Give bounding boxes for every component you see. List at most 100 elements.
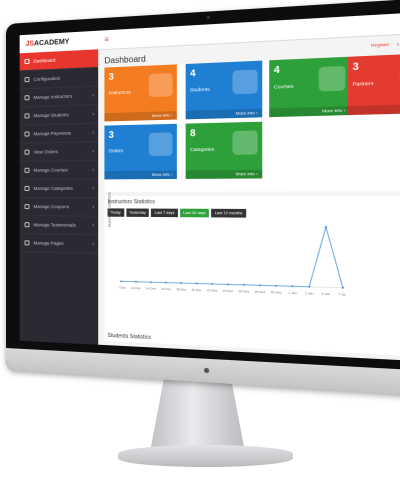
sidebar-item-label: Manage Courses bbox=[33, 167, 68, 173]
sidebar-item-label: Manage Students bbox=[33, 112, 69, 119]
sidebar-item-label: Manage Payments bbox=[33, 130, 72, 137]
y-axis-label: Number of Instructors bbox=[107, 192, 112, 228]
sidebar-item-label: Manage Instructors bbox=[33, 93, 73, 101]
more-info-link[interactable]: More info › bbox=[104, 170, 177, 180]
x-tick-label: 22 Dec bbox=[207, 288, 218, 293]
apple-logo-icon: ● bbox=[202, 363, 211, 378]
nav-icon bbox=[24, 149, 30, 155]
sidebar-item-5[interactable]: View Orders ‹ bbox=[19, 142, 99, 162]
data-point-4[interactable] bbox=[180, 282, 183, 285]
camera bbox=[206, 15, 210, 20]
card-icon bbox=[318, 65, 346, 92]
sidebar-item-6[interactable]: Manage Courses ‹ bbox=[19, 160, 99, 180]
nav-icon bbox=[24, 77, 30, 83]
chevron-left-icon: ‹ bbox=[92, 110, 95, 118]
nav-icon bbox=[24, 185, 30, 191]
line-chart: 10 Dec 12 Dec 14 Dec 16 Dec 18 Dec 20 Dec 22 D… bbox=[119, 221, 345, 297]
card-label: Categories bbox=[190, 146, 215, 153]
data-point-10[interactable] bbox=[275, 284, 278, 287]
data-point-7[interactable] bbox=[226, 283, 229, 286]
x-tick-label: 5 Jan bbox=[322, 292, 331, 297]
data-point-6[interactable] bbox=[211, 282, 214, 285]
data-point-13[interactable] bbox=[324, 226, 328, 229]
stat-card-5[interactable]: 8 Categories More info › bbox=[185, 121, 263, 179]
range-buttons: Today Yesterday Last 7 days Last 30 days Las… bbox=[107, 208, 400, 218]
more-info-link[interactable]: More info › bbox=[185, 169, 263, 179]
sidebar-item-label: Manage Categories bbox=[33, 185, 73, 191]
nav-icon bbox=[24, 167, 30, 173]
sidebar-item-2[interactable]: Manage Instructors ‹ bbox=[19, 86, 99, 108]
x-tick-label: 30 Dec bbox=[271, 290, 283, 295]
data-point-2[interactable] bbox=[149, 281, 152, 284]
sidebar-item-3[interactable]: Manage Students ‹ bbox=[19, 105, 99, 126]
nav-icon bbox=[24, 204, 30, 210]
stats-title: Instructors Statistics bbox=[107, 199, 155, 206]
range-button-2[interactable]: Last 7 days bbox=[151, 208, 178, 218]
nav-icon bbox=[24, 222, 30, 228]
sidebar-item-label: Dashboard bbox=[33, 57, 56, 64]
chevron-left-icon: ‹ bbox=[92, 240, 95, 248]
range-button-4[interactable]: Last 12 months bbox=[211, 208, 246, 218]
menu-icon[interactable]: ≡ bbox=[104, 35, 109, 44]
more-info-link[interactable]: More info › bbox=[185, 108, 263, 120]
more-info-link[interactable]: More info › bbox=[269, 106, 351, 118]
register-link[interactable]: Register bbox=[370, 41, 390, 48]
data-point-0[interactable] bbox=[120, 280, 123, 283]
stat-cards-panel: 3 Instructors More info › 4 Students More inf… bbox=[104, 52, 400, 192]
chevron-left-icon: ‹ bbox=[92, 92, 95, 99]
sidebar-item-8[interactable]: Manage Coupons ‹ bbox=[19, 198, 99, 217]
data-point-8[interactable] bbox=[242, 283, 245, 286]
stat-card-3[interactable]: 3 Partners More info › bbox=[347, 52, 400, 116]
range-button-3[interactable]: Last 30 days bbox=[179, 208, 210, 218]
sidebar-item-9[interactable]: Manage Testimonials ‹ bbox=[19, 216, 99, 236]
sidebar-item-label: Manage Coupons bbox=[33, 204, 70, 210]
stat-card-4[interactable]: 3 Orders More info › bbox=[104, 123, 177, 180]
card-count: 3 bbox=[352, 60, 359, 73]
x-tick-label: 1 Jan bbox=[288, 291, 297, 296]
x-tick-label: 24 Dec bbox=[223, 289, 234, 294]
chevron-left-icon: ‹ bbox=[92, 203, 95, 210]
x-tick-label: 28 Dec bbox=[254, 289, 266, 294]
sidebar-item-label: Manage Testimonials bbox=[33, 222, 76, 228]
card-icon bbox=[148, 73, 173, 98]
nav-icon bbox=[24, 58, 30, 65]
card-icon bbox=[232, 130, 258, 155]
chevron-left-icon: ‹ bbox=[92, 185, 95, 192]
monitor-stand-foot bbox=[118, 445, 293, 467]
data-point-12[interactable] bbox=[308, 285, 311, 288]
data-point-11[interactable] bbox=[291, 285, 294, 288]
more-info-link[interactable]: More info › bbox=[347, 103, 400, 116]
data-point-14[interactable] bbox=[341, 286, 344, 289]
stat-card-2[interactable]: 4 Courses More info › bbox=[269, 56, 351, 118]
sidebar-item-4[interactable]: Manage Payments ‹ bbox=[19, 123, 99, 144]
nav-icon bbox=[24, 131, 30, 137]
more-info-link[interactable]: More info › bbox=[104, 111, 177, 122]
stat-card-0[interactable]: 3 Instructors More info › bbox=[104, 64, 177, 122]
data-point-5[interactable] bbox=[195, 282, 198, 285]
sidebar-item-10[interactable]: Manage Pages ‹ bbox=[19, 234, 99, 254]
card-label: Students bbox=[190, 86, 210, 93]
sidebar: JS ACADEMY Dashboard Configuration Manage I… bbox=[19, 30, 99, 345]
x-tick-label: 3 Jan bbox=[305, 291, 314, 296]
sidebar-item-7[interactable]: Manage Categories ‹ bbox=[19, 179, 99, 199]
card-icon bbox=[232, 69, 258, 95]
sidebar-item-label: Manage Pages bbox=[33, 240, 64, 246]
card-label: Orders bbox=[108, 148, 124, 154]
nav-icon bbox=[24, 240, 30, 246]
x-tick-label: 16 Dec bbox=[161, 287, 172, 292]
data-point-9[interactable] bbox=[258, 284, 261, 287]
instructors-statistics: Instructors Statistics Today Yesterday Las… bbox=[104, 192, 400, 357]
data-point-1[interactable] bbox=[134, 280, 137, 283]
stat-card-1[interactable]: 4 Students More info › bbox=[185, 60, 263, 120]
screen: JS ACADEMY Dashboard Configuration Manage I… bbox=[19, 12, 400, 362]
monitor-bezel: JS ACADEMY Dashboard Configuration Manage I… bbox=[6, 0, 400, 397]
x-tick-label: 14 Dec bbox=[146, 286, 157, 291]
card-count: 3 bbox=[108, 71, 114, 82]
x-tick-label: 18 Dec bbox=[176, 287, 187, 292]
range-button-1[interactable]: Yesterday bbox=[125, 208, 150, 217]
sidebar-item-label: Configuration bbox=[33, 75, 61, 82]
chevron-left-icon: ‹ bbox=[92, 166, 95, 173]
x-tick-label: 26 Dec bbox=[238, 289, 249, 294]
data-point-3[interactable] bbox=[165, 281, 167, 284]
